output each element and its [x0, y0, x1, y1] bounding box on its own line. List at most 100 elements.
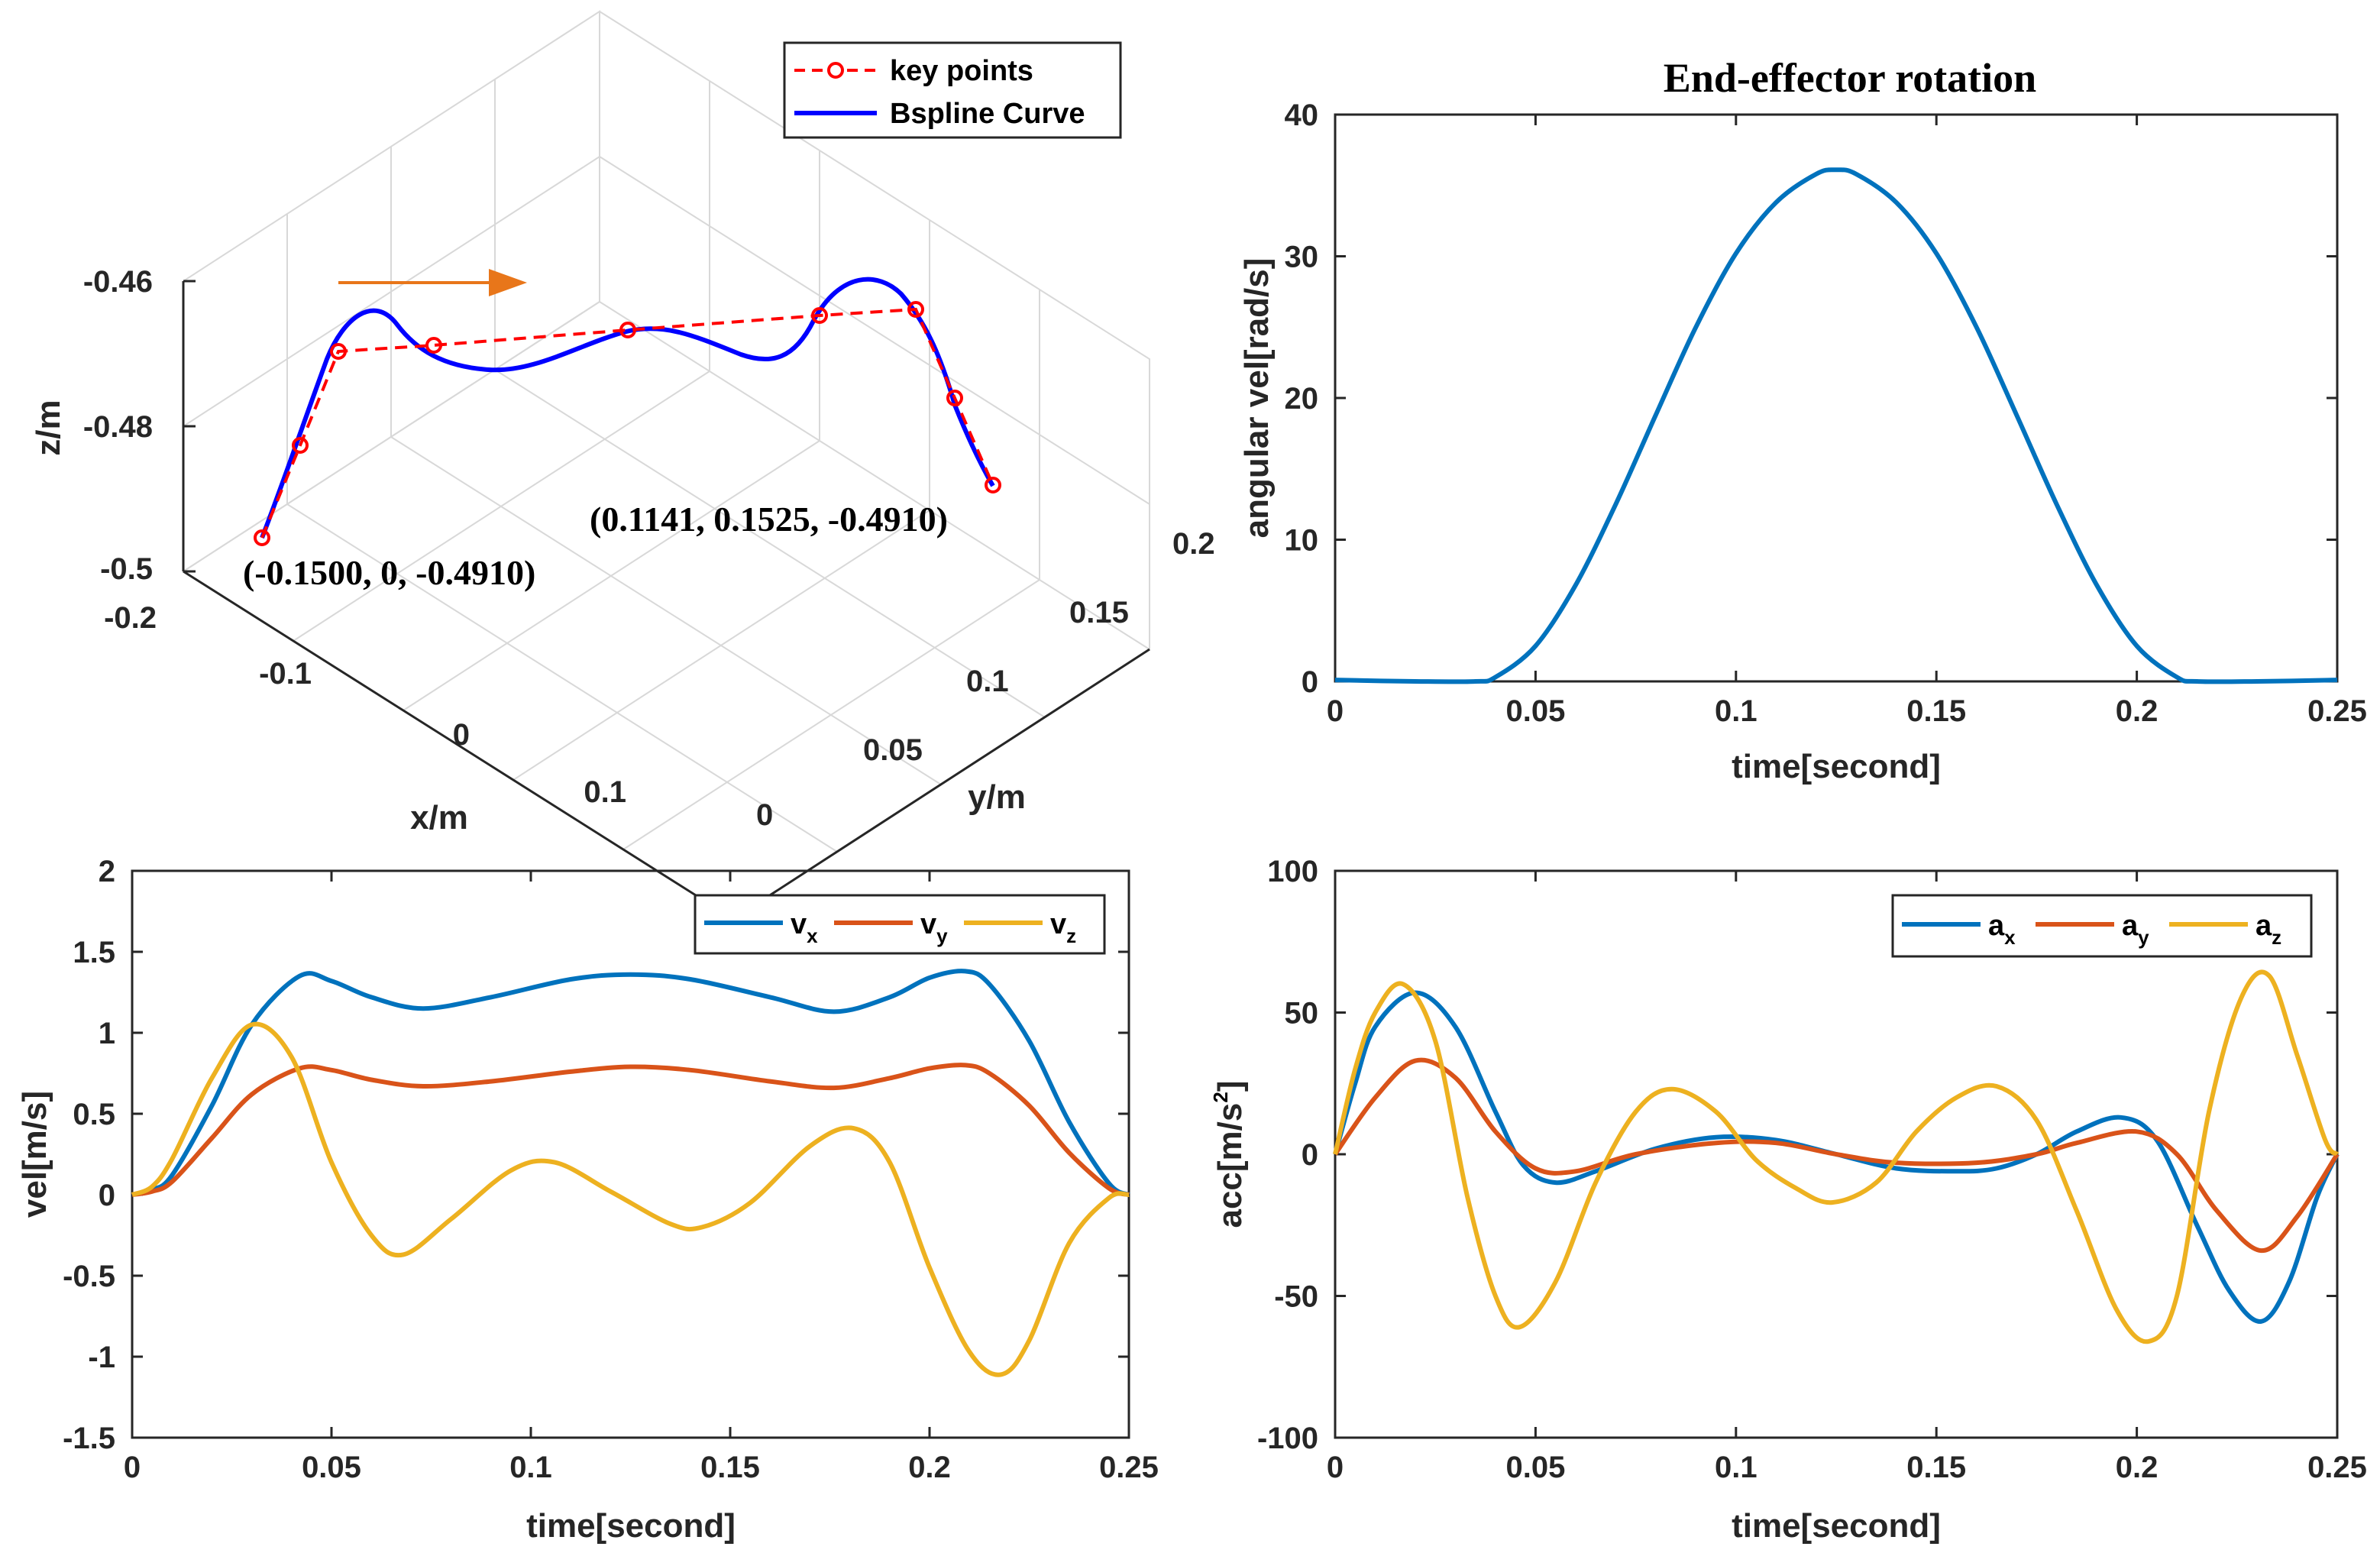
velocity-yticklabel: -1	[88, 1341, 115, 1374]
path3d-zticklabel: -0.48	[83, 410, 153, 444]
velocity-xticklabel: 0.05	[302, 1451, 361, 1484]
keypoint-marker	[619, 322, 636, 338]
velocity-plot-frame	[131, 869, 1130, 1439]
acceleration-legend: ax ay az	[1891, 894, 2313, 958]
rotation-yticklabel: 30	[1285, 241, 1319, 274]
velocity-vy-line	[131, 1063, 1130, 1197]
rotation-xticklabel: 0.05	[1505, 694, 1565, 728]
velocity-vx-line	[131, 969, 1130, 1197]
acceleration-ay-line	[1333, 1057, 2340, 1254]
velocity-ticks	[131, 869, 1130, 1439]
path3d-axes	[182, 280, 1150, 920]
legend-ax-label: ax	[1988, 910, 2016, 949]
keypoint-marker	[907, 301, 924, 318]
path3d-xticklabel: 0.1	[584, 775, 626, 809]
rotation-chart: End-effector rotation 0 0.05 0.1 0.15 0.…	[1238, 55, 2367, 785]
path3d-chart: -0.46 -0.48 -0.5 z/m -0.2 -0.1 0 0.1 x/m…	[30, 10, 1215, 920]
acceleration-yticklabel: 50	[1285, 997, 1319, 1030]
rotation-xticklabel: 0.15	[1906, 694, 1966, 728]
rotation-ylabel: angular vel[rad/s]	[1238, 258, 1276, 539]
keypoint-marker	[330, 343, 347, 360]
acceleration-az-line	[1333, 969, 2340, 1344]
velocity-xticklabel: 0.15	[700, 1451, 760, 1484]
start-point-annotation: (-0.1500, 0, -0.4910)	[243, 553, 535, 592]
acceleration-chart: 0 0.05 0.1 0.15 0.2 0.25 -100 -50 0 50 1…	[1209, 855, 2367, 1545]
rotation-xticklabel: 0.1	[1715, 694, 1758, 728]
acceleration-xticklabel: 0.2	[2116, 1451, 2158, 1484]
rotation-yticklabel: 40	[1285, 99, 1319, 132]
velocity-legend: vx vy vz	[694, 894, 1106, 955]
path3d-xlabel: x/m	[410, 799, 468, 836]
legend-vx-label: vx	[791, 908, 818, 947]
velocity-xticklabel: 0	[124, 1451, 141, 1484]
path3d-yticklabel: 0	[756, 798, 773, 832]
velocity-yticklabel: 1.5	[73, 936, 115, 969]
acceleration-xticklabel: 0.15	[1906, 1451, 1966, 1484]
acceleration-yticklabel: -50	[1274, 1280, 1318, 1314]
rotation-yticklabel: 0	[1302, 665, 1318, 699]
velocity-yticklabel: -1.5	[63, 1422, 115, 1455]
path3d-xticklabel: -0.1	[259, 657, 312, 691]
velocity-yticklabel: 0	[99, 1179, 115, 1212]
legend-keypoints-marker	[827, 62, 844, 79]
velocity-yticklabel: 2	[99, 855, 115, 888]
path3d-yticklabel: 0.05	[863, 733, 923, 767]
velocity-xticklabel: 0.25	[1099, 1451, 1159, 1484]
rotation-xticklabel: 0	[1327, 694, 1344, 728]
acceleration-xticklabel: 0.05	[1505, 1451, 1565, 1484]
path3d-yticklabel: 0.15	[1069, 596, 1129, 629]
velocity-yticklabel: 0.5	[73, 1098, 115, 1131]
velocity-chart: 0 0.05 0.1 0.15 0.2 0.25 -1.5 -1 -0.5 0 …	[16, 855, 1159, 1545]
legend-bspline-label: Bspline Curve	[890, 98, 1085, 130]
path3d-zticklabel: -0.5	[100, 552, 153, 586]
keypoint-marker	[292, 437, 309, 454]
legend-az-label: az	[2256, 910, 2281, 949]
rotation-xticklabel: 0.25	[2307, 694, 2367, 728]
legend-vy-label: vy	[920, 908, 948, 947]
acceleration-xlabel: time[second]	[1732, 1507, 1941, 1545]
path3d-legend: key points Bspline Curve	[783, 41, 1122, 139]
path3d-yticklabel: 0.1	[966, 665, 1009, 698]
rotation-title: End-effector rotation	[1664, 55, 2036, 101]
rotation-yticklabel: 20	[1285, 382, 1319, 416]
path3d-xticklabel: 0	[453, 718, 470, 752]
keypoint-marker	[811, 307, 828, 324]
path3d-grid	[183, 10, 1150, 853]
direction-arrowhead	[489, 269, 527, 296]
acceleration-xticklabel: 0.25	[2307, 1451, 2367, 1484]
end-point-annotation: (0.1141, 0.1525, -0.4910)	[590, 500, 948, 539]
path3d-keypoint-markers	[254, 301, 1001, 546]
acceleration-yticklabel: 0	[1302, 1138, 1318, 1172]
path3d-ylabel: y/m	[968, 778, 1026, 816]
keypoint-marker	[425, 337, 442, 354]
velocity-yticklabel: -0.5	[63, 1260, 115, 1293]
acceleration-xticklabel: 0.1	[1715, 1451, 1758, 1484]
path3d-xticklabel: -0.2	[104, 601, 157, 635]
rotation-xlabel: time[second]	[1732, 748, 1941, 785]
rotation-angular-vel-line	[1334, 167, 2338, 684]
rotation-yticklabel: 10	[1285, 524, 1319, 558]
keypoint-marker	[985, 477, 1001, 493]
acceleration-ticks	[1334, 869, 2339, 1439]
rotation-ticks	[1334, 113, 2339, 683]
velocity-xticklabel: 0.2	[908, 1451, 951, 1484]
legend-vz-label: vz	[1050, 908, 1076, 947]
velocity-xlabel: time[second]	[526, 1507, 736, 1545]
legend-keypoints-label: key points	[890, 55, 1033, 87]
acceleration-yticklabel: 100	[1267, 855, 1318, 888]
velocity-xticklabel: 0.1	[509, 1451, 552, 1484]
keypoint-marker	[254, 529, 270, 546]
acceleration-ylabel: acc[m/s2]	[1209, 1080, 1249, 1228]
rotation-xticklabel: 0.2	[2116, 694, 2158, 728]
velocity-vz-line	[131, 1021, 1130, 1377]
acceleration-xticklabel: 0	[1327, 1451, 1344, 1484]
acceleration-yticklabel: -100	[1257, 1422, 1318, 1455]
path3d-keypoints-line	[260, 307, 994, 539]
path3d-zlabel: z/m	[30, 400, 67, 455]
rotation-plot-frame	[1334, 113, 2339, 683]
keypoint-marker	[946, 390, 963, 406]
path3d-yticklabel: 0.2	[1172, 527, 1215, 561]
path3d-zticklabel: -0.46	[83, 265, 153, 299]
velocity-yticklabel: 1	[99, 1017, 115, 1050]
